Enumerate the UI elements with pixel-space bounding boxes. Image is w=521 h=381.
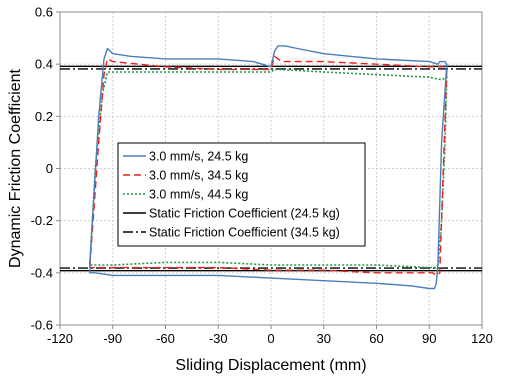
x-tick-label: -120 bbox=[47, 331, 73, 346]
legend-box bbox=[117, 142, 366, 247]
y-tick-label: 0.4 bbox=[35, 57, 53, 72]
series-line-3 bbox=[89, 68, 448, 269]
legend-label-4: Static Friction Coefficient (24.5 kg) bbox=[149, 207, 340, 221]
y-tick-label: -0.2 bbox=[31, 213, 53, 228]
y-tick-label: -0.6 bbox=[31, 318, 53, 333]
x-tick-labels: -120 -90 -60 -30 0 30 60 90 120 bbox=[47, 325, 493, 346]
legend-label-2: 3.0 mm/s, 34.5 kg bbox=[149, 169, 248, 183]
x-tick-label: 30 bbox=[317, 331, 331, 346]
y-axis-label: Dynamic Friction Coefficient bbox=[7, 69, 24, 268]
y-tick-label: -0.4 bbox=[31, 265, 53, 280]
x-tick-label: -90 bbox=[103, 331, 122, 346]
legend-label-3: 3.0 mm/s, 44.5 kg bbox=[149, 188, 248, 202]
y-tick-label: 0.6 bbox=[35, 5, 53, 20]
series-layer bbox=[60, 45, 482, 290]
x-tick-label: 60 bbox=[369, 331, 383, 346]
x-tick-label: -30 bbox=[209, 331, 228, 346]
x-tick-label: 120 bbox=[471, 331, 493, 346]
x-axis-label: Sliding Displacement (mm) bbox=[175, 357, 366, 374]
x-tick-label: 0 bbox=[267, 331, 274, 346]
series-line-2 bbox=[89, 55, 448, 277]
x-tick-label: -60 bbox=[156, 331, 175, 346]
y-tick-label: 0 bbox=[46, 161, 53, 176]
y-tick-labels: 0.6 0.4 0.2 0 -0.2 -0.4 -0.6 bbox=[31, 5, 60, 333]
legend-label-1: 3.0 mm/s, 24.5 kg bbox=[149, 150, 248, 164]
x-tick-label: 90 bbox=[422, 331, 436, 346]
legend-label-5: Static Friction Coefficient (34.5 kg) bbox=[149, 226, 340, 240]
y-tick-label: 0.2 bbox=[35, 109, 53, 124]
series-line-1 bbox=[89, 45, 448, 290]
legend: 3.0 mm/s, 24.5 kg 3.0 mm/s, 34.5 kg 3.0 mm… bbox=[117, 142, 366, 247]
